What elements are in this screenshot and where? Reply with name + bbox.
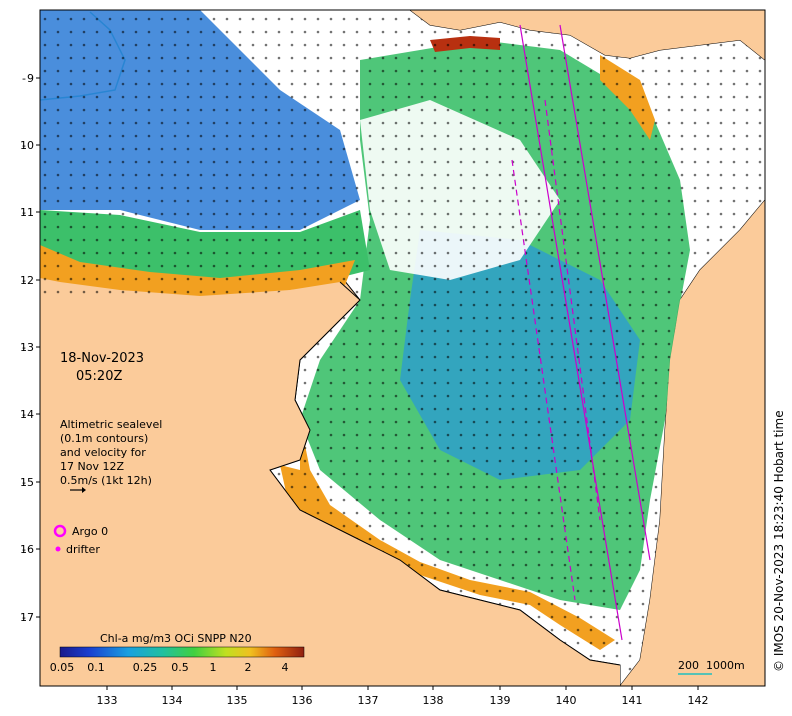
altimetry-line: 17 Nov 12Z [60,460,124,473]
colorbar-title: Chl-a mg/m3 OCi SNPP N20 [100,632,252,645]
altimetry-tracks [511,24,651,641]
colorbar-tick: 4 [282,661,289,674]
altimetry-line: 0.5m/s (1kt 12h) [60,474,152,487]
argo-label: Argo 0 [72,525,108,538]
svg-text:-: - [22,139,26,152]
x-tick-label: 134 [162,694,183,707]
argo-marker-icon [53,524,67,538]
x-tick-label: 139 [490,694,511,707]
altimetry-line: Altimetric sealevel [60,418,162,431]
x-tick-label: 140 [556,694,577,707]
svg-text:-: - [22,611,26,624]
drifter-label: drifter [66,543,100,556]
altimetry-line: (0.1m contours) [60,432,148,445]
y-tick-label: 12 [20,274,34,287]
credit-text: © IMOS 20-Nov-2023 18:23:40 Hobart time [772,410,786,672]
colorbar-tick: 0.1 [87,661,105,674]
x-tick-label: 142 [688,694,709,707]
svg-text:-: - [22,72,26,85]
svg-text:-: - [22,476,26,489]
y-tick-label: 15 [20,476,34,489]
y-tick-label: 17 [20,611,34,624]
svg-text:-: - [22,274,26,287]
svg-text:-: - [22,206,26,219]
y-tick-label: 9 [27,72,34,85]
colorbar-tick: 2 [245,661,252,674]
colorbar-tick: 0.5 [171,661,189,674]
altimetry-line: and velocity for [60,446,146,459]
scale-label-a: 200 [678,659,699,672]
x-axis: 133 134 135 136 137 138 139 140 141 142 [97,686,709,707]
y-tick-label: 11 [20,206,34,219]
colorbar-tick: 0.05 [50,661,75,674]
map-time: 05:20Z [76,369,122,384]
y-axis: 9 10 11 12 13 14 15 16 17 [20,72,40,624]
scale-label-b: 1000m [706,659,745,672]
svg-text:-: - [22,341,26,354]
colorbar-tick: 0.25 [133,661,158,674]
x-tick-label: 137 [358,694,379,707]
x-tick-label: 138 [423,694,444,707]
y-tick-label: 16 [20,543,34,556]
x-tick-label: 136 [292,694,313,707]
svg-text:-: - [22,408,26,421]
colorbar-ticks: 0.05 0.1 0.25 0.5 1 2 4 [50,661,289,674]
map-date: 18-Nov-2023 [60,351,144,366]
drifter-marker-icon [55,546,61,552]
map-border [39,9,766,687]
x-tick-label: 133 [97,694,118,707]
colorbar-tick: 1 [210,661,217,674]
velocity-arrow-icon [70,487,86,493]
colorbar [59,646,305,658]
svg-text:-: - [22,543,26,556]
y-tick-label: 10 [20,139,34,152]
y-tick-label: 13 [20,341,34,354]
y-tick-label: 14 [20,408,34,421]
x-tick-label: 141 [622,694,643,707]
altimetry-note: Altimetric sealevel (0.1m contours) and … [60,418,162,487]
x-tick-label: 135 [227,694,248,707]
